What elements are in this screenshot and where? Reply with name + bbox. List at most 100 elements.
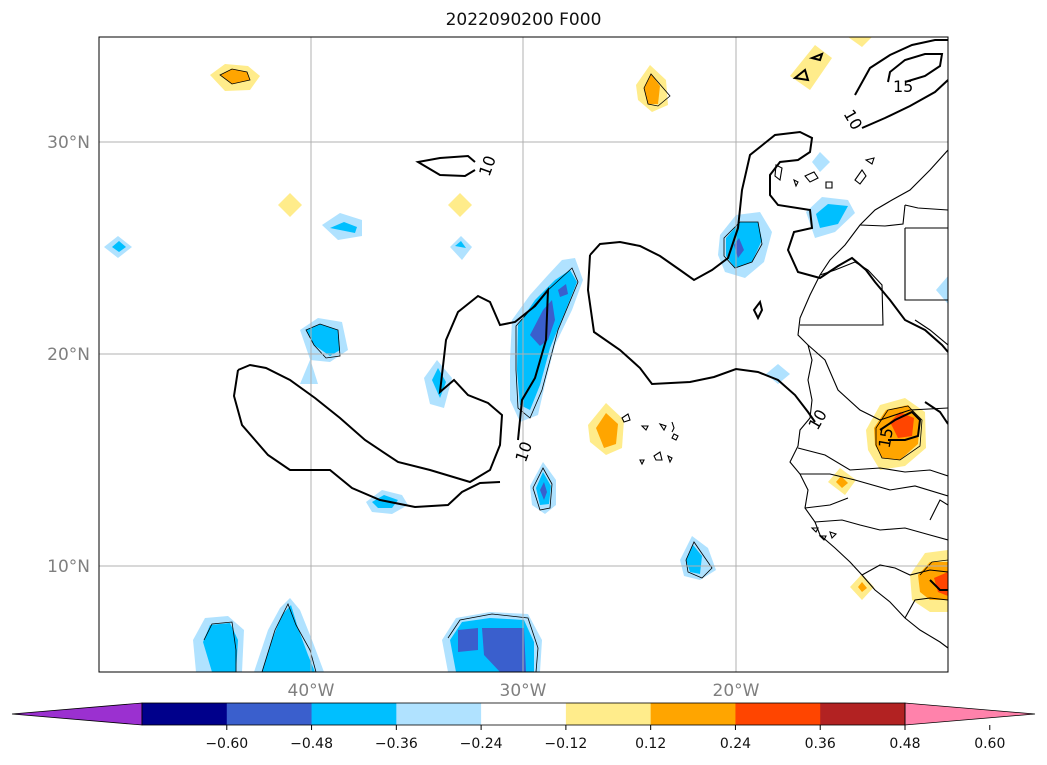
contour-line: [808, 52, 824, 62]
colorbar-tick-label: −0.36: [375, 736, 418, 752]
cape-verde-island: [653, 451, 663, 461]
border: [797, 447, 948, 477]
shade-outline: [203, 621, 237, 672]
colorbar-segment: [311, 703, 397, 725]
contour-line: [237, 287, 550, 484]
contour-label: 10: [511, 439, 536, 465]
contour-line: [924, 401, 948, 425]
colorbar-tick-label: 0.48: [889, 736, 920, 752]
shade-outline: [723, 221, 763, 269]
colorbar-tick-label: 0.60: [974, 736, 1005, 752]
shade-outline: [685, 541, 713, 579]
shade-outline: [643, 73, 671, 107]
contour-labels: 10 10 10 10 15 15: [475, 77, 913, 465]
shade-negative: [540, 482, 547, 500]
contour-label: 10: [840, 106, 867, 133]
canary-island: [854, 169, 867, 185]
shade-positive: [596, 413, 618, 448]
shade-negative: [816, 204, 848, 228]
shade-outline: [447, 613, 539, 672]
cape-verde-island: [671, 433, 679, 441]
shade-positive: [644, 74, 660, 104]
border: [800, 473, 948, 497]
canary-island: [825, 181, 833, 189]
contour-line: [752, 299, 764, 321]
border: [904, 204, 948, 211]
border: [904, 228, 948, 301]
cape-verde-island: [658, 422, 667, 432]
contour-label: 15: [893, 77, 913, 96]
shade-outline: [305, 323, 341, 359]
shade-outline: [219, 68, 251, 85]
colorbar-segment: [565, 703, 652, 725]
shade-positive: [790, 45, 832, 90]
colorbar-segment: [226, 703, 313, 725]
shade-negative: [726, 222, 762, 268]
shading-layer: [104, 37, 948, 672]
contour-line: [887, 53, 944, 83]
shade-outlines: [203, 68, 948, 672]
shade-negative: [458, 628, 478, 652]
map-title: 2022090200 F000: [445, 10, 602, 30]
contour-label: 10: [475, 153, 500, 179]
shade-negative: [812, 152, 830, 172]
colorbar-extend-high: [904, 702, 1036, 726]
gridlines: [99, 37, 948, 672]
shade-positive: [858, 582, 867, 592]
border: [859, 204, 906, 227]
shade-negative: [558, 284, 568, 297]
colorbar-tick-label: −0.12: [544, 736, 587, 752]
contour-line: [861, 79, 948, 129]
border: [814, 519, 948, 541]
shade-positive: [836, 476, 848, 488]
colorbar-segment: [820, 703, 906, 725]
lon-label-20w: 20°W: [713, 681, 760, 701]
shade-outline: [532, 467, 553, 511]
plot-frame: [98, 36, 949, 673]
shade-negative: [936, 276, 948, 304]
shade-positive: [848, 37, 872, 47]
border: [807, 344, 948, 421]
lat-labels: 30°N 20°N 10°N: [47, 133, 90, 577]
contour-line: [879, 410, 922, 441]
colorbar-tick-label: −0.24: [460, 736, 503, 752]
lon-label-30w: 30°W: [500, 681, 547, 701]
border: [861, 564, 948, 576]
contour-line: [929, 579, 948, 591]
colorbar-tick-label: 0.12: [635, 736, 666, 752]
contour-line: [854, 39, 948, 96]
shade-negative: [262, 605, 315, 672]
colorbar-tick-label: −0.60: [205, 736, 248, 752]
colorbar-tick-label: 0.24: [720, 736, 751, 752]
contour-line: [415, 154, 476, 178]
canary-island: [864, 157, 875, 165]
colorbar-segment: [481, 703, 567, 725]
shade-negative: [455, 241, 466, 248]
colorbar-segment: [650, 703, 736, 725]
contour-label: 15: [875, 426, 897, 449]
lat-label-10n: 10°N: [47, 557, 90, 577]
shade-negative: [530, 300, 555, 346]
bijagos-island: [818, 535, 827, 541]
cape-verde-island: [640, 425, 649, 431]
lat-label-30n: 30°N: [47, 133, 90, 153]
colorbar-segment: [396, 703, 482, 725]
shade-outline: [875, 405, 923, 461]
shade-negative: [450, 236, 472, 260]
canary-island: [774, 164, 783, 182]
lat-label-20n: 20°N: [47, 345, 90, 365]
bijagos-island: [829, 531, 838, 540]
lon-label-40w: 40°W: [288, 681, 335, 701]
shade-negative: [766, 364, 790, 384]
cape-verde-island: [639, 459, 645, 466]
shade-negative: [330, 222, 357, 233]
shade-positive: [278, 193, 302, 217]
shade-outline: [515, 267, 579, 419]
shade-outline: [919, 559, 948, 576]
colorbar-extend-low: [11, 702, 143, 726]
border: [929, 499, 948, 521]
coastlines: [621, 149, 948, 649]
shade-negative: [686, 545, 702, 574]
colorbar-tick-label: 0.36: [805, 736, 836, 752]
